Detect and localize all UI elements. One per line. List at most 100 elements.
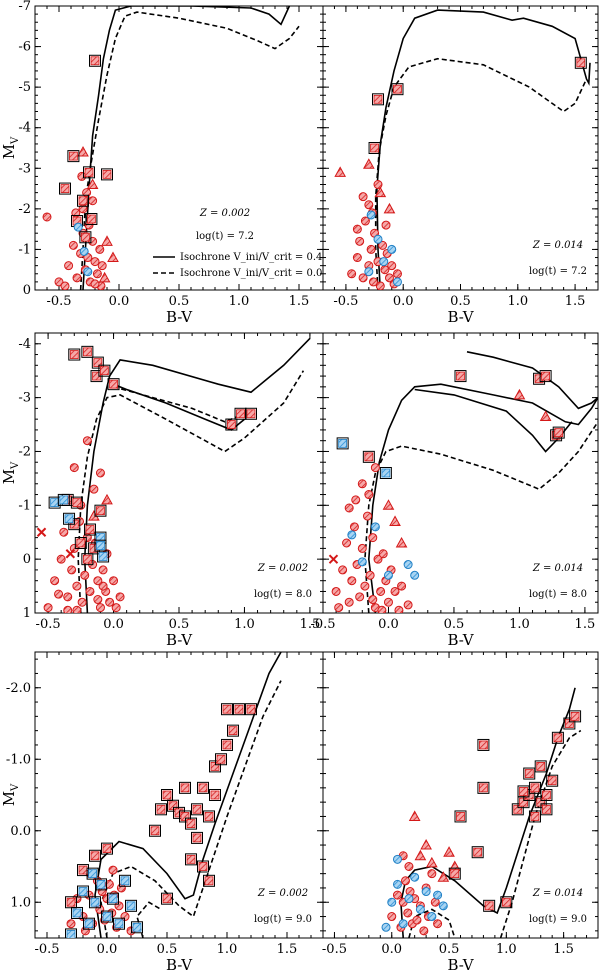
- y-tick-label: 0: [23, 283, 31, 298]
- star-square-red-outline: [79, 231, 92, 244]
- annotation-age: log(t) = 8.0: [254, 589, 312, 600]
- star-triangle-red: [77, 146, 89, 157]
- star-circle-red: [387, 912, 397, 922]
- annotation-metallicity: Z = 0.002: [257, 563, 308, 574]
- star-square-blue-outline: [119, 874, 131, 887]
- y-axis: [323, 658, 598, 932]
- star-square-red-outline: [107, 378, 120, 391]
- isochrone-solid-0: [367, 383, 598, 613]
- star-square-blue-outline: [57, 493, 70, 506]
- star-triangle-red: [539, 410, 552, 421]
- star-circle-red: [357, 543, 367, 553]
- star-square-red: [96, 506, 105, 516]
- star-circle-red: [98, 581, 108, 591]
- star-circle-blue: [404, 894, 414, 904]
- star-square-red-outline: [372, 93, 384, 106]
- star-circle-red: [77, 597, 87, 607]
- star-square-blue: [59, 495, 69, 505]
- star-square-red-outline: [215, 753, 227, 766]
- x-axis: -0.5 0.0 0.5 1.0 1.5 B-V: [34, 652, 324, 972]
- star-square-red: [162, 790, 172, 800]
- annotation-metallicity: Z = 0.002: [257, 888, 308, 899]
- star-square-red: [222, 740, 232, 750]
- star-square-red: [570, 711, 580, 721]
- x-tick-label: 0.0: [378, 617, 399, 632]
- star-circle-red: [433, 919, 443, 929]
- x-tick-label: -0.5: [36, 617, 61, 632]
- star-square-red-outline: [517, 785, 530, 798]
- y-axis-title: MV: [0, 136, 21, 159]
- isochrone-dashed-3: [364, 421, 598, 613]
- star-circle-red: [360, 216, 370, 226]
- star-square-red: [541, 371, 551, 381]
- panel-r2c1: -0.5 0.0 0.5 1.0 1.5 B-V Z = 0.014 log(t) = 9.0: [322, 651, 599, 972]
- star-square-red-outline: [221, 703, 233, 716]
- star-square-red: [530, 783, 540, 793]
- star-square-blue-outline: [71, 906, 83, 919]
- star-square-blue-outline: [113, 917, 125, 930]
- star-square-red: [84, 167, 94, 177]
- star-triangle-red: [443, 846, 455, 857]
- star-circle-red: [72, 581, 82, 591]
- x-axis: -0.5 0.0 0.5 1.0 1.5 B-V: [34, 333, 324, 649]
- star-square-red-outline: [245, 703, 257, 716]
- y-tick-label: 0.0: [10, 824, 31, 839]
- legend-entry-rotating: Isochrone V_ini/V_crit = 0.4: [180, 252, 322, 263]
- x-tick-label: 1.0: [217, 942, 238, 957]
- star-circle-red: [95, 603, 105, 613]
- star-square-red-outline: [500, 896, 513, 909]
- star-square-red-outline: [185, 817, 197, 830]
- annotations: Z = 0.002 log(t) = 8.0: [254, 563, 312, 600]
- star-circle-blue: [410, 872, 420, 882]
- star-circle-blue: [387, 244, 397, 254]
- x-tick-label: 1.0: [229, 294, 250, 309]
- isochrone-dashed-3: [113, 386, 245, 423]
- star-square-red-outline: [546, 774, 559, 787]
- isochrone-solid-0: [400, 687, 576, 938]
- star-circle-blue: [370, 522, 380, 532]
- star-square-red: [93, 358, 103, 368]
- y-axis-title: MV: [0, 461, 21, 484]
- x-tick-label: -0.5: [46, 294, 71, 309]
- star-square-red-outline: [552, 426, 565, 439]
- isochrone-dashed-2: [499, 729, 582, 938]
- x-axis-title: B-V: [447, 308, 474, 326]
- star-circle-red: [392, 890, 402, 900]
- star-triangle-red: [414, 849, 427, 861]
- stars: [334, 56, 587, 290]
- star-triangle-red: [426, 856, 438, 868]
- star-circle-red: [378, 240, 388, 250]
- star-square-red: [479, 783, 488, 793]
- star-square-blue: [84, 919, 94, 929]
- annotation-metallicity: Z = 0.014: [532, 240, 583, 251]
- star-square-red-outline: [161, 789, 173, 801]
- star-circle-red: [342, 538, 352, 548]
- star-triangle-red: [383, 202, 396, 214]
- x-tick-label: 0.5: [169, 617, 190, 632]
- panel-r1c0: -0.5 0.0 0.5 1.0 1.5 B-V 1 0 -1 -2 -3 -4 MV Z = 0.002…: [0, 332, 324, 649]
- star-square-red: [180, 783, 190, 793]
- star-circle-red: [375, 281, 385, 290]
- star-square-red: [501, 897, 511, 907]
- star-circle-red: [105, 597, 115, 607]
- y-tick-label: -3: [18, 161, 31, 176]
- star-square-red: [246, 704, 256, 714]
- star-square-red-outline: [221, 738, 233, 751]
- star-square-red: [76, 538, 86, 548]
- star-circle-red: [67, 565, 77, 575]
- star-circle-red: [370, 463, 380, 473]
- star-square-red: [364, 452, 374, 462]
- star-square-blue-outline: [131, 921, 143, 934]
- star-square-red-outline: [67, 150, 80, 163]
- star-circle-red: [43, 603, 53, 613]
- x-tick-label: -0.5: [322, 942, 347, 957]
- star-circle-blue: [392, 879, 402, 889]
- star-circle-red: [366, 244, 376, 254]
- star-square-red: [530, 812, 540, 821]
- star-triangle-red: [86, 178, 99, 190]
- stars: [65, 703, 257, 938]
- star-triangle-red: [420, 839, 432, 850]
- star-circle-red: [98, 565, 108, 575]
- star-square-red: [186, 819, 196, 828]
- panel-r0c0: -0.5 0.0 0.5 1.0 1.5 B-V 0 -1 -2 -3 -4 -5 -6 -7 MV Z = …: [0, 0, 324, 326]
